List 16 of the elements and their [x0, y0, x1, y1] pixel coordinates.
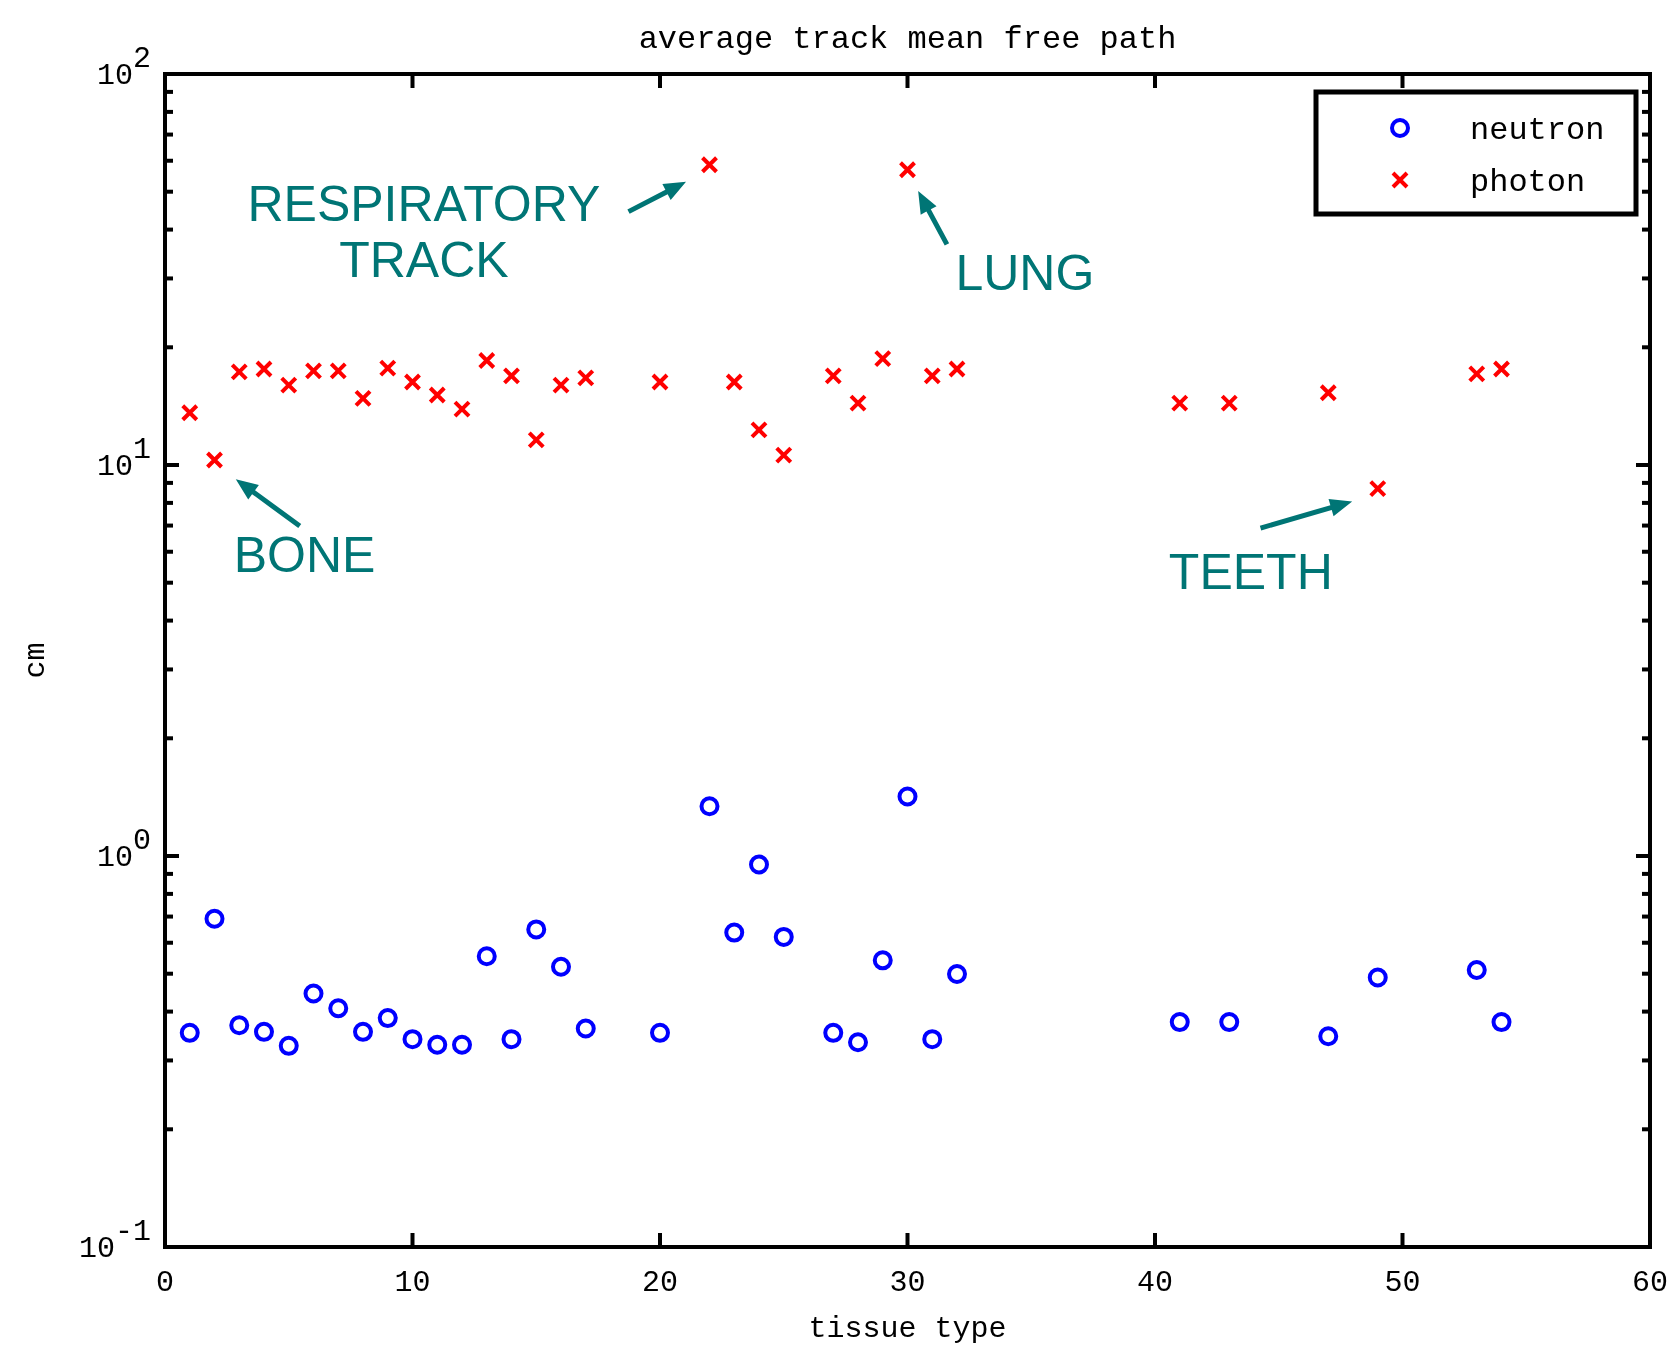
- x-tick-label: 0: [155, 1266, 175, 1300]
- annotation: RESPIRATORY TRACK: [247, 176, 601, 289]
- chart-title: average track mean free path: [638, 21, 1177, 58]
- x-tick-label: 10: [394, 1266, 431, 1300]
- annotation: TEETH: [1168, 543, 1333, 600]
- x-tick-label: 30: [889, 1266, 926, 1300]
- x-tick-label: 60: [1631, 1266, 1669, 1300]
- x-tick-label: 40: [1136, 1266, 1174, 1300]
- y-axis-title: cm: [19, 642, 53, 679]
- annotation: LUNG: [955, 245, 1095, 302]
- legend-label: photon: [1470, 164, 1586, 201]
- x-tick-label: 20: [641, 1266, 679, 1300]
- legend-label: neutron: [1470, 112, 1605, 149]
- annotation: BONE: [233, 526, 376, 583]
- x-tick-label: 50: [1384, 1266, 1421, 1300]
- x-axis-title: tissue type: [808, 1312, 1007, 1346]
